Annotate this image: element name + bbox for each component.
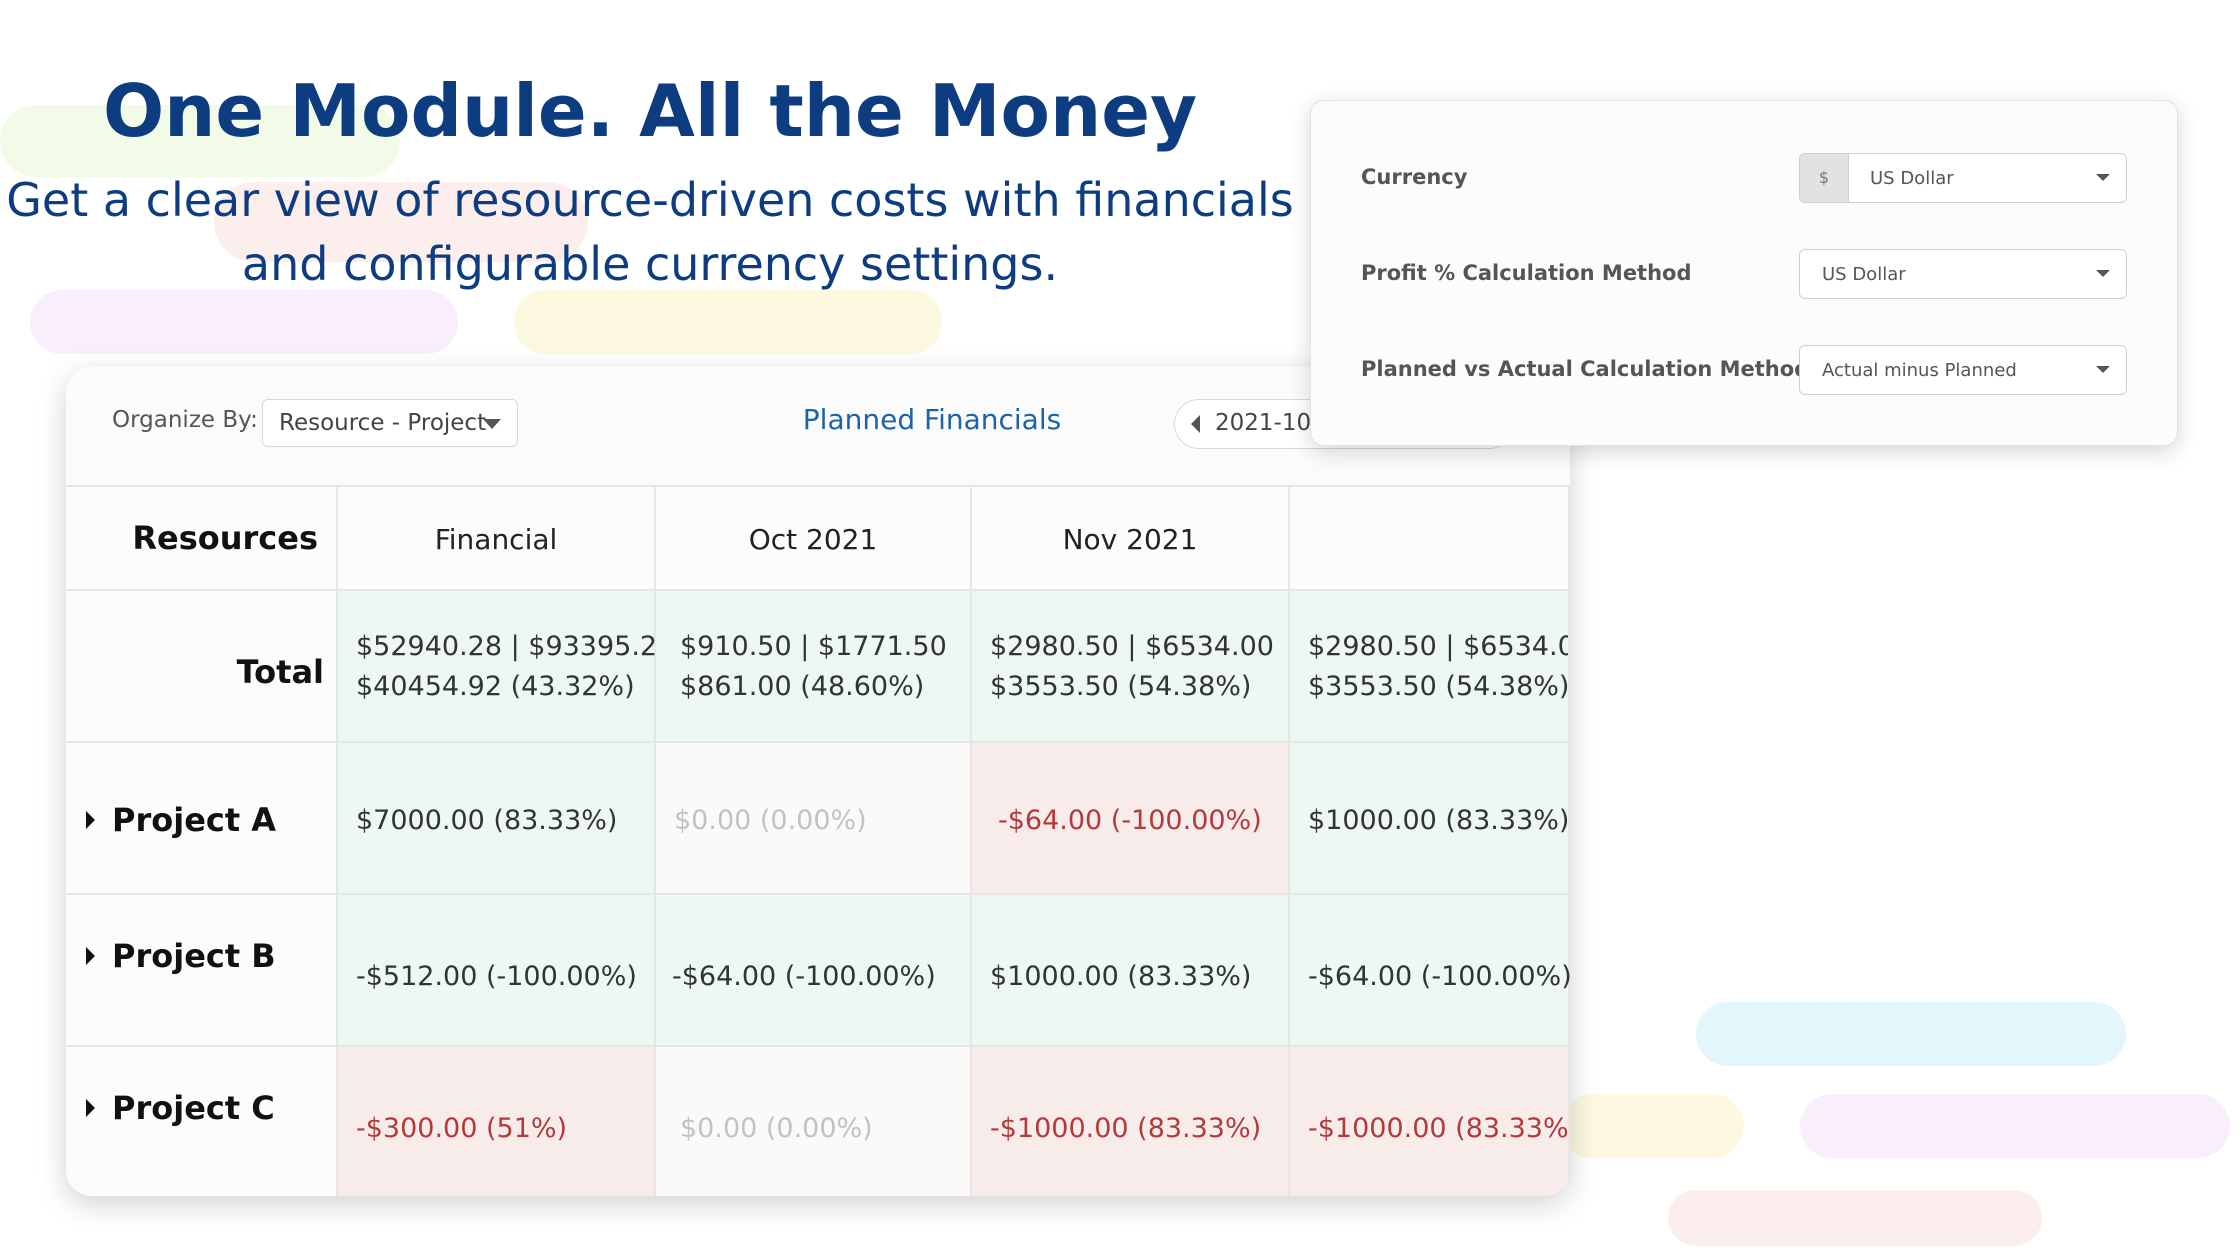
total-cell-oct-2021: $910.50 | $1771.50 $861.00 (48.60%) — [656, 591, 972, 743]
table-cell: -$64.00 (-100.00%) — [972, 743, 1290, 895]
table-cell: $0.00 (0.00%) — [656, 743, 972, 895]
expand-caret-icon[interactable] — [86, 1099, 95, 1117]
cell-value: $1000.00 (83.33%) — [990, 961, 1252, 992]
total-line-2: $40454.92 (43.32%) — [356, 671, 635, 702]
column-header-label: Financial — [434, 523, 558, 556]
table-cell: $7000.00 (83.33%) — [338, 743, 656, 895]
expand-caret-icon[interactable] — [86, 811, 95, 829]
project-label: Project A — [112, 801, 277, 839]
table-cell: $0.00 (0.00%) — [656, 1047, 972, 1196]
financials-card: Organize By: Resource - Project Planned … — [66, 367, 1570, 1196]
cell-value: -$512.00 (-100.00%) — [356, 961, 637, 992]
column-header-next-month — [1290, 485, 1570, 591]
cell-value: -$1000.00 (83.33%) — [990, 1113, 1262, 1144]
total-cell-nov-2021: $2980.50 | $6534.00 $3553.50 (54.38%) — [972, 591, 1290, 743]
cell-value: -$64.00 (-100.00%) — [672, 961, 936, 992]
cell-value: $7000.00 (83.33%) — [356, 805, 618, 836]
profit-method-value: US Dollar — [1822, 264, 1906, 285]
currency-symbol-prefix: $ — [1800, 154, 1849, 202]
project-label: Project C — [112, 1089, 275, 1127]
resources-header: Resources — [132, 519, 318, 557]
total-line-2: $861.00 (48.60%) — [680, 671, 925, 702]
table-header-row: Resources Financial Oct 2021 Nov 2021 — [66, 485, 1570, 591]
cell-value: -$64.00 (-100.00%) — [1308, 961, 1570, 992]
decor-pill-cyan — [1696, 1002, 2126, 1066]
column-header-oct-2021: Oct 2021 — [656, 485, 972, 591]
decor-pill-green — [0, 105, 400, 177]
cell-value: -$64.00 (-100.00%) — [998, 805, 1262, 836]
total-value: $52940.28 | $93395.20 $40454.92 (43.32%) — [356, 627, 674, 707]
table-cell: -$1000.00 (83.33%) — [1290, 1047, 1570, 1196]
column-header-label: Oct 2021 — [748, 523, 878, 556]
total-line-1: $2980.50 | $6534.00 — [990, 631, 1274, 662]
organize-by-value: Resource - Project — [279, 410, 487, 436]
decor-pill-yellow-2 — [1560, 1094, 1744, 1158]
decor-pill-yellow — [514, 290, 942, 354]
currency-label: Currency — [1361, 165, 1468, 189]
total-line-1: $2980.50 | $6534.0 — [1308, 631, 1570, 662]
table-cell: -$64.00 (-100.00%) — [1290, 895, 1570, 1047]
decor-pill-lavender — [30, 290, 458, 354]
view-title: Planned Financials — [802, 403, 1062, 436]
total-line-1: $910.50 | $1771.50 — [680, 631, 947, 662]
column-header-label: Nov 2021 — [1062, 523, 1198, 556]
total-value: $2980.50 | $6534.00 $3553.50 (54.38%) — [990, 627, 1274, 707]
cell-value: $0.00 (0.00%) — [674, 805, 867, 836]
chevron-down-icon — [2096, 366, 2110, 373]
total-cell-financial: $52940.28 | $93395.20 $40454.92 (43.32%) — [338, 591, 674, 743]
organize-by-label: Organize By: — [112, 407, 258, 433]
table-cell: -$512.00 (-100.00%) — [338, 895, 656, 1047]
chevron-down-icon — [2096, 270, 2110, 277]
total-line-2: $3553.50 (54.38%) — [990, 671, 1252, 702]
decor-pill-lavender-2 — [1800, 1094, 2230, 1158]
expand-caret-icon[interactable] — [86, 947, 95, 965]
profit-method-select[interactable]: US Dollar — [1799, 249, 2127, 299]
table-cell: $1000.00 (83.33%) — [1290, 743, 1570, 895]
row-label-cell[interactable]: Project C — [66, 1047, 338, 1196]
total-cell-next-month: $2980.50 | $6534.0 $3553.50 (54.38%) — [1290, 591, 1570, 743]
planned-vs-actual-label: Planned vs Actual Calculation Method — [1361, 357, 1810, 381]
cell-value: $1000.00 (83.33%) — [1308, 805, 1570, 836]
chevron-left-icon[interactable] — [1191, 415, 1200, 433]
planned-vs-actual-select[interactable]: Actual minus Planned — [1799, 345, 2127, 395]
total-line-1: $52940.28 | $93395.20 — [356, 631, 675, 662]
hero-subtitle: Get a clear view of resource-driven cost… — [0, 168, 1300, 296]
table-row-project-a[interactable]: Project A $7000.00 (83.33%) $0.00 (0.00%… — [66, 743, 1570, 895]
chevron-down-icon — [483, 419, 501, 429]
hero-title: One Module. All the Money — [102, 69, 1198, 153]
table-cell: -$300.00 (51%) — [338, 1047, 656, 1196]
cell-value: -$300.00 (51%) — [356, 1113, 568, 1144]
total-value: $910.50 | $1771.50 $861.00 (48.60%) — [680, 627, 947, 707]
planned-vs-actual-value: Actual minus Planned — [1822, 360, 2017, 381]
cell-value: $0.00 (0.00%) — [680, 1113, 873, 1144]
project-label: Project B — [112, 937, 276, 975]
cell-value: -$1000.00 (83.33%) — [1308, 1113, 1570, 1144]
column-header-financial: Financial — [338, 485, 656, 591]
organize-by-select[interactable]: Resource - Project — [262, 399, 518, 447]
total-line-2: $3553.50 (54.38%) — [1308, 671, 1570, 702]
table-cell: -$1000.00 (83.33%) — [972, 1047, 1290, 1196]
table-row-project-b[interactable]: Project B -$512.00 (-100.00%) -$64.00 (-… — [66, 895, 1570, 1047]
currency-value: US Dollar — [1870, 168, 1954, 189]
table-cell: -$64.00 (-100.00%) — [656, 895, 972, 1047]
total-label: Total — [236, 653, 324, 691]
hero-subtitle-line-1: Get a clear view of resource-driven cost… — [6, 173, 1294, 227]
total-value: $2980.50 | $6534.0 $3553.50 (54.38%) — [1308, 627, 1570, 707]
header-cell-resources: Resources — [66, 485, 338, 591]
row-label-cell: Total — [66, 591, 338, 743]
row-label-cell[interactable]: Project A — [66, 743, 338, 895]
table-row-total: Total $52940.28 | $93395.20 $40454.92 (4… — [66, 591, 1570, 743]
decor-pill-pink — [214, 182, 588, 262]
currency-select[interactable]: $ US Dollar — [1799, 153, 2127, 203]
column-header-nov-2021: Nov 2021 — [972, 485, 1290, 591]
decor-pill-pink-2 — [1668, 1190, 2042, 1246]
profit-method-label: Profit % Calculation Method — [1361, 261, 1692, 285]
table-row-project-c[interactable]: Project C -$300.00 (51%) $0.00 (0.00%) -… — [66, 1047, 1570, 1196]
table-cell: $1000.00 (83.33%) — [972, 895, 1290, 1047]
row-label-cell[interactable]: Project B — [66, 895, 338, 1047]
hero-subtitle-line-2: and configurable currency settings. — [241, 237, 1059, 291]
chevron-down-icon — [2096, 174, 2110, 181]
currency-settings-panel: Currency $ US Dollar Profit % Calculatio… — [1310, 100, 2178, 446]
